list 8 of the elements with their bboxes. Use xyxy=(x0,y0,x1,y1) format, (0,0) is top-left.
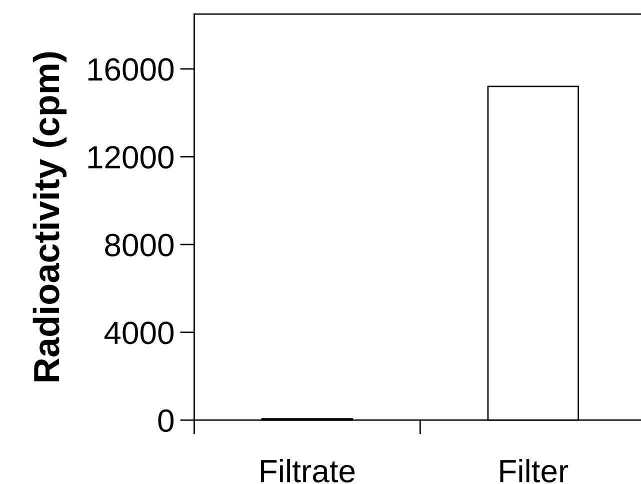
y-tick-label: 4000 xyxy=(104,322,174,344)
y-tick-label: 8000 xyxy=(105,234,174,256)
y-tick-label: 12000 xyxy=(88,146,174,169)
x-tick-label: Filtrate xyxy=(261,459,355,482)
y-tick-label: 16000 xyxy=(88,58,174,81)
y-axis-title: Radioactivity (cpm) xyxy=(32,52,67,382)
x-tick-label: Filter xyxy=(500,459,568,482)
y-tick-label: 0 xyxy=(158,409,174,432)
